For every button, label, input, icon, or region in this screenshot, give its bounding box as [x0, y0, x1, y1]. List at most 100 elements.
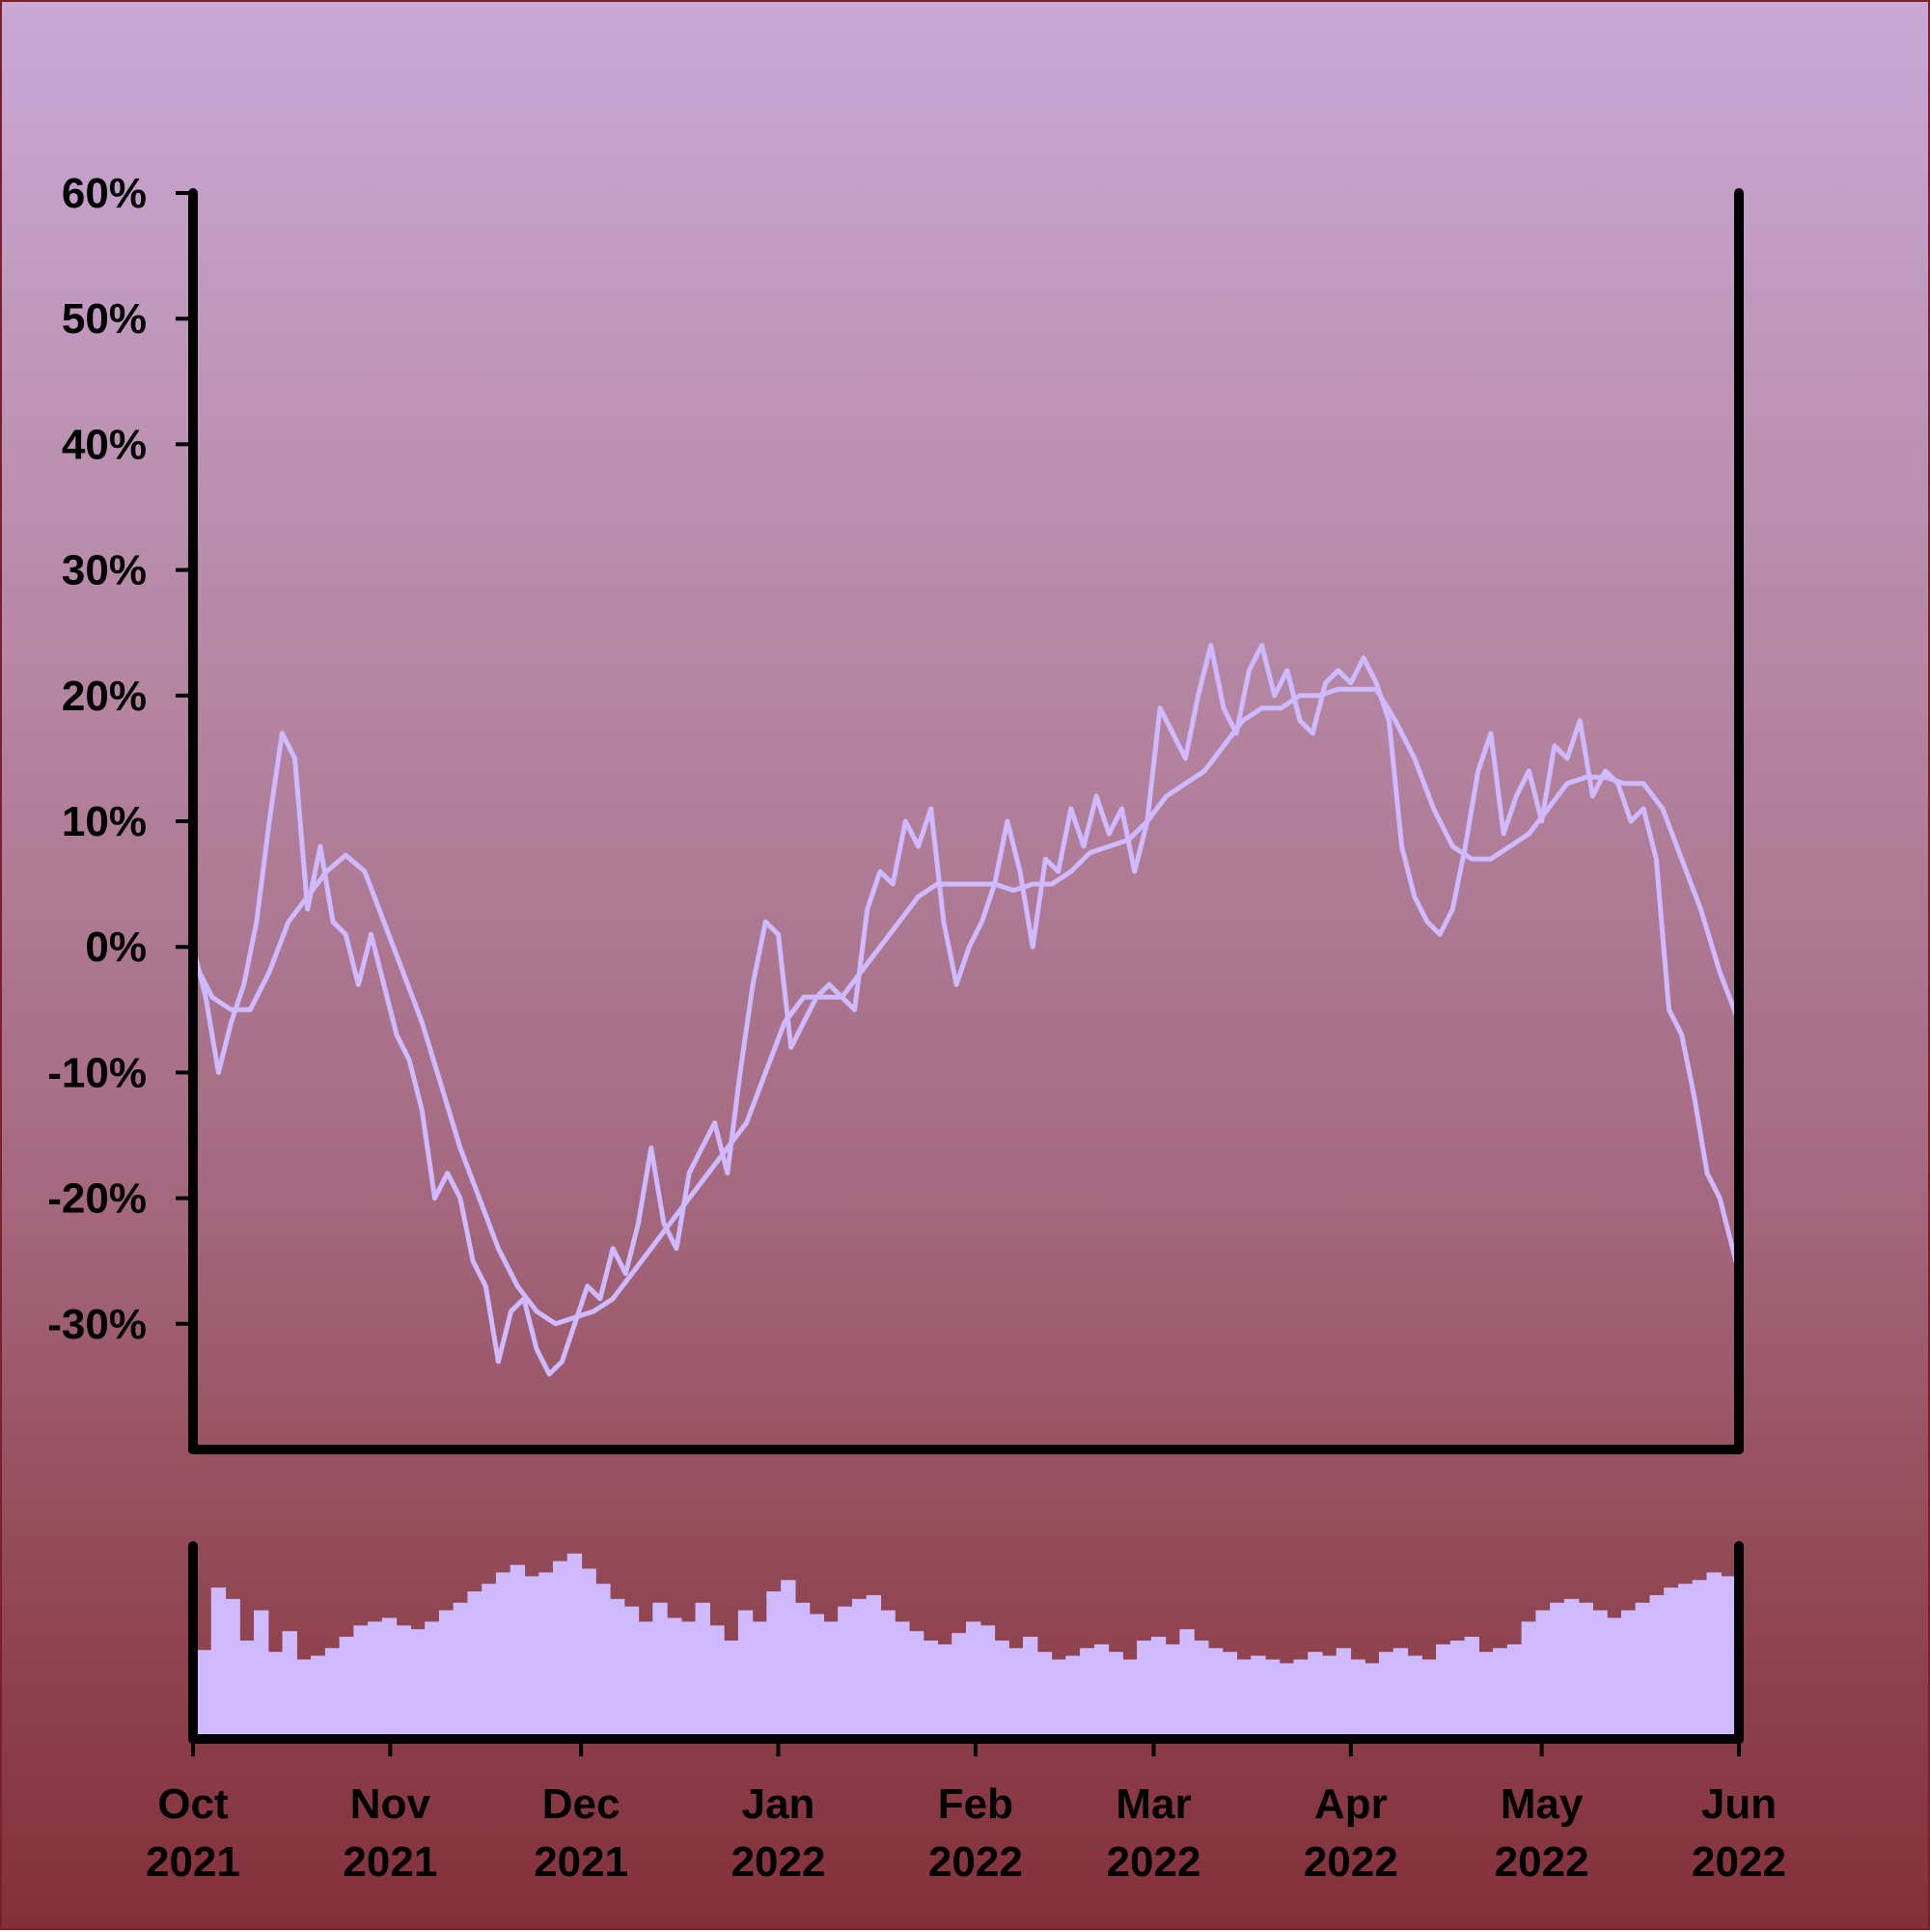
volume-bar — [410, 1629, 426, 1735]
volume-bar — [1137, 1641, 1152, 1735]
x-ticks: Oct 2021 Nov 2021 Dec 2021 Jan 2022 Feb 2022 Mar 20… — [146, 1739, 1786, 1886]
y-tick-label: 60% — [62, 170, 147, 217]
volume-bar — [381, 1617, 398, 1735]
x-tick-year: 2022 — [1107, 1838, 1201, 1886]
moving-average-line — [190, 686, 1742, 1327]
volume-bar — [1478, 1651, 1494, 1735]
volume-bar — [1578, 1602, 1594, 1735]
x-tick-year: 2021 — [343, 1838, 437, 1886]
y-tick-label: 30% — [62, 547, 147, 594]
volume-bar — [552, 1560, 568, 1735]
y-ticks: 60% 50% 40% 30% 20% 10% 0% -10% -20% -30% — [47, 170, 193, 1348]
volume-bar — [339, 1637, 354, 1735]
y-tick-label: 20% — [62, 673, 147, 720]
x-tick-year: 2022 — [928, 1838, 1023, 1886]
volume-bar — [1321, 1655, 1337, 1735]
volume-bar — [951, 1633, 967, 1735]
volume-bar — [254, 1610, 269, 1735]
x-tick-month: Nov — [350, 1780, 431, 1828]
x-tick-month: May — [1501, 1780, 1584, 1828]
volume-bar — [1506, 1643, 1523, 1735]
axes — [188, 188, 1744, 1744]
y-tick-label: 10% — [62, 798, 147, 845]
volume-bar — [1379, 1651, 1394, 1735]
x-tick-year: 2021 — [146, 1838, 240, 1886]
y-tick-label: 0% — [85, 924, 147, 971]
volume-bar — [1635, 1602, 1651, 1735]
volume-bar — [1407, 1655, 1422, 1735]
volume-bar — [197, 1649, 212, 1735]
volume-bar — [1721, 1576, 1736, 1735]
volume-bar — [1563, 1598, 1580, 1735]
volume-bar — [1350, 1659, 1365, 1735]
volume-bar — [880, 1610, 896, 1735]
volume-bar — [1449, 1641, 1466, 1735]
volume-bar — [282, 1631, 297, 1735]
volume-bar — [1023, 1637, 1038, 1735]
x-tick-month: Mar — [1116, 1780, 1191, 1828]
volume-bar — [1664, 1587, 1679, 1735]
volume-bar — [1122, 1659, 1138, 1735]
x-tick-year: 2022 — [1495, 1838, 1589, 1886]
y-tick-label: -10% — [47, 1049, 147, 1096]
volume-bar — [239, 1641, 255, 1735]
volume-bar — [1336, 1647, 1352, 1735]
volume-bar — [1036, 1651, 1053, 1735]
price-line — [190, 643, 1742, 1377]
volume-bar — [1592, 1610, 1608, 1735]
volume-bar — [1677, 1584, 1694, 1735]
volume-bar — [781, 1580, 796, 1735]
volume-bar — [1521, 1621, 1536, 1735]
volume-bar — [1251, 1655, 1266, 1735]
volume-bar — [1607, 1617, 1622, 1735]
volume-bar — [623, 1606, 640, 1735]
x-tick-year: 2022 — [731, 1838, 826, 1886]
volume-bar — [1436, 1643, 1451, 1735]
volume-bar — [566, 1553, 583, 1735]
volume-bar — [1464, 1637, 1479, 1735]
volume-bar — [1706, 1572, 1722, 1735]
volume-bar — [1308, 1651, 1323, 1735]
volume-bar — [994, 1641, 1009, 1735]
volume-bar — [638, 1621, 653, 1735]
volume-bar — [1535, 1610, 1551, 1735]
volume-bar — [1692, 1580, 1708, 1735]
x-tick-month: Feb — [938, 1780, 1013, 1828]
x-tick-month: Dec — [542, 1780, 620, 1828]
volume-bar — [581, 1568, 596, 1735]
volume-bar — [937, 1643, 952, 1735]
series-lines — [190, 643, 1742, 1377]
volume-bar — [324, 1647, 341, 1735]
volume-bar — [1179, 1629, 1195, 1735]
volume-bar — [1150, 1637, 1167, 1735]
volume-bar — [652, 1602, 668, 1735]
volume-bar — [296, 1659, 312, 1735]
volume-bar — [210, 1587, 227, 1735]
x-tick-year: 2021 — [534, 1838, 628, 1886]
volume-bar — [610, 1598, 625, 1735]
y-tick-label: -30% — [47, 1301, 147, 1348]
y-tick-label: 40% — [62, 421, 147, 468]
volume-bar — [752, 1621, 767, 1735]
volume-bar — [766, 1591, 782, 1735]
volume-bar — [482, 1584, 497, 1735]
volume-bar — [425, 1621, 440, 1735]
volume-bars — [197, 1553, 1736, 1735]
volume-bar — [311, 1655, 326, 1735]
volume-bar — [267, 1651, 284, 1735]
volume-bar — [1093, 1643, 1110, 1735]
volume-bar — [895, 1621, 910, 1735]
volume-bar — [1008, 1647, 1024, 1735]
volume-bar — [1264, 1659, 1281, 1735]
x-tick-month: Apr — [1314, 1780, 1388, 1828]
volume-bar — [724, 1641, 739, 1735]
x-tick-year: 2022 — [1304, 1838, 1398, 1886]
volume-bar — [1108, 1651, 1123, 1735]
volume-bar — [396, 1625, 411, 1735]
volume-bar — [1620, 1610, 1637, 1735]
volume-bar — [1222, 1651, 1238, 1735]
volume-bar — [979, 1625, 996, 1735]
volume-bar — [1051, 1659, 1066, 1735]
volume-bar — [866, 1594, 882, 1735]
